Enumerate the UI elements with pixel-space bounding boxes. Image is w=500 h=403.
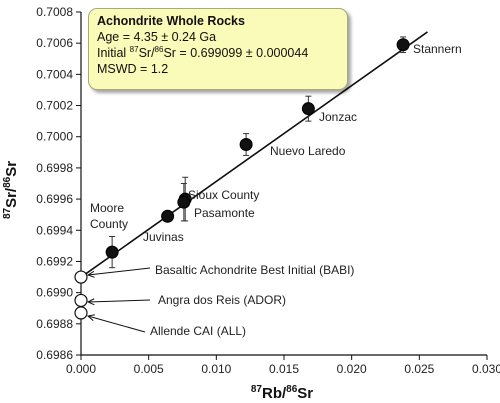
- pointer-arrowhead: [86, 298, 95, 306]
- data-point-filled: [396, 38, 410, 52]
- label-stannern: Stannern: [413, 42, 462, 56]
- isochron-fit-line: [80, 31, 428, 278]
- y-tick-label: 0.7002: [36, 99, 73, 113]
- x-tick-label: 0.005: [134, 362, 164, 376]
- y-tick-label: 0.6998: [36, 161, 73, 175]
- y-tick-label: 0.6994: [36, 223, 73, 237]
- data-point-filled: [161, 209, 175, 223]
- x-tick-label: 0.010: [201, 362, 231, 376]
- x-tick-label: 0.000: [66, 362, 96, 376]
- y-tick-label: 0.6986: [36, 348, 73, 362]
- data-point-open: [74, 270, 88, 284]
- y-tick-label: 0.6990: [36, 286, 73, 300]
- x-tick-group: 0.000 0.005 0.010 0.015 0.020 0.025 0.030: [66, 355, 500, 376]
- x-tick-label: 0.025: [404, 362, 434, 376]
- legend-mswd: MSWD = 1.2: [97, 62, 169, 76]
- label-sioux-county: Sioux County: [188, 188, 259, 202]
- data-point-filled: [301, 102, 315, 116]
- pointer-arrow-line: [87, 267, 151, 276]
- x-tick-label: 0.015: [269, 362, 299, 376]
- y-tick-label: 0.6992: [36, 254, 73, 268]
- label-moore: Moore: [90, 201, 124, 215]
- y-tick-label: 0.6988: [36, 317, 73, 331]
- label-ador: Angra dos Reis (ADOR): [158, 293, 286, 307]
- label-jonzac: Jonzac: [319, 110, 357, 124]
- label-nuevo-laredo: Nuevo Laredo: [270, 144, 346, 158]
- pointer-arrowhead: [86, 270, 95, 278]
- result-legend-box: Achondrite Whole Rocks Age = 4.35 ± 0.24…: [88, 8, 348, 90]
- data-point-filled: [105, 245, 119, 259]
- arrow-group: [86, 267, 151, 333]
- label-juvinas: Juvinas: [143, 230, 184, 244]
- y-tick-label: 0.7000: [36, 130, 73, 144]
- y-tick-label: 0.7006: [36, 36, 73, 50]
- y-tick-label: 0.7004: [36, 67, 73, 81]
- label-all: Allende CAI (ALL): [150, 324, 246, 338]
- legend-initial-ratio: Initial 87Sr/86Sr = 0.699099 ± 0.000044: [97, 44, 309, 60]
- data-point-filled: [177, 195, 191, 209]
- x-tick-label: 0.030: [472, 362, 500, 376]
- label-pasamonte: Pasamonte: [194, 206, 255, 220]
- label-county: County: [90, 217, 128, 231]
- x-axis-title: 87Rb/86Sr: [251, 384, 313, 402]
- legend-title: Achondrite Whole Rocks: [97, 14, 245, 28]
- data-point-open: [74, 293, 88, 308]
- pointer-arrow-line: [87, 299, 151, 303]
- legend-age: Age = 4.35 ± 0.24 Ga: [97, 30, 217, 44]
- data-point-filled: [239, 138, 253, 152]
- y-tick-group: 0.6986 0.6988 0.6990 0.6992 0.6994 0.6996 0.69…: [36, 5, 81, 362]
- data-point-group: [74, 38, 410, 320]
- y-tick-label: 0.6996: [36, 192, 73, 206]
- x-tick-label: 0.020: [337, 362, 367, 376]
- pointer-arrow-line: [87, 315, 146, 333]
- y-axis-title: 87Sr/86Sr: [2, 161, 20, 219]
- y-tick-label: 0.7008: [36, 5, 73, 19]
- pointer-arrowhead: [86, 314, 95, 322]
- label-babi: Basaltic Achondrite Best Initial (BABI): [155, 263, 354, 277]
- data-point-open: [74, 306, 88, 320]
